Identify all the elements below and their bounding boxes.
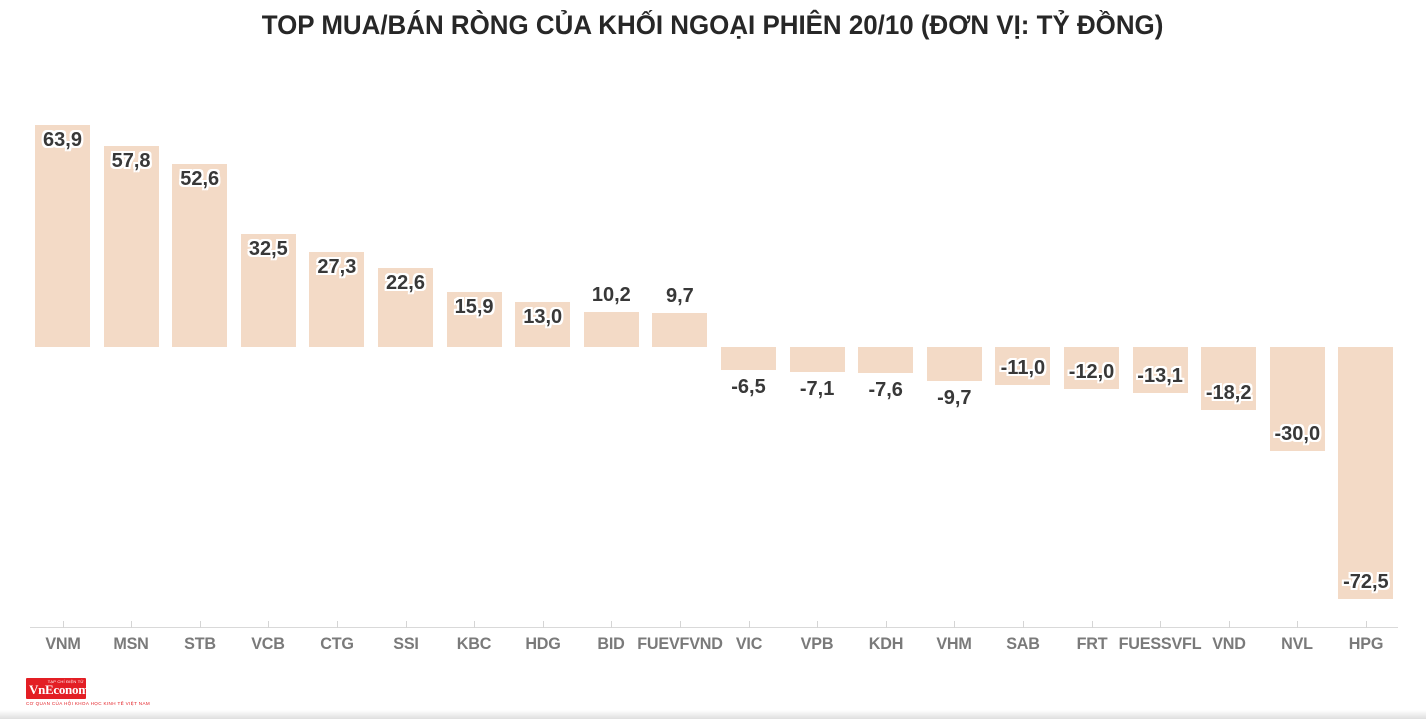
x-axis-tick bbox=[1297, 621, 1299, 628]
x-axis-label: KDH bbox=[868, 634, 903, 653]
bar-KBC bbox=[446, 291, 502, 347]
bar-STB bbox=[172, 163, 228, 347]
bar-NVL bbox=[1269, 347, 1325, 452]
x-axis-tick bbox=[1228, 621, 1230, 628]
bar-value-label: 27,3 bbox=[317, 255, 357, 278]
x-axis-label: NVL bbox=[1281, 634, 1314, 653]
x-axis-label: VCB bbox=[251, 634, 286, 653]
x-axis-label: VPB bbox=[800, 634, 834, 653]
x-axis-tick bbox=[611, 621, 613, 628]
bar-FUESSVFL bbox=[1132, 347, 1188, 393]
bar-value-label: 32,5 bbox=[248, 237, 288, 260]
bar-value-label: 63,9 bbox=[43, 128, 82, 151]
chart-title: TOP MUA/BÁN RÒNG CỦA KHỐI NGOẠI PHIÊN 20… bbox=[262, 10, 1164, 40]
x-axis-label: FRT bbox=[1076, 634, 1107, 653]
vneconomy-logo: TẠP CHÍ ĐIỆN TỬ VnEconomy CƠ QUAN CỦA HỘ… bbox=[26, 678, 150, 706]
bottom-shadow bbox=[0, 710, 1426, 719]
bar-value-label: -6,5 bbox=[731, 375, 766, 398]
x-axis-label: FUESSVFL bbox=[1118, 634, 1202, 653]
x-axis-label: VND bbox=[1211, 634, 1246, 653]
bar-value-label: 13,0 bbox=[523, 305, 563, 328]
logo-tagline: CƠ QUAN CỦA HỘI KHOA HỌC KINH TẾ VIỆT NA… bbox=[26, 701, 151, 706]
x-axis-label: BID bbox=[597, 634, 625, 653]
x-axis-tick bbox=[679, 621, 681, 628]
bar-FUEVFVND bbox=[652, 313, 708, 347]
x-axis-label: HDG bbox=[525, 634, 561, 653]
bar-value-label: -18,2 bbox=[1205, 382, 1252, 405]
bar-VNM bbox=[35, 124, 90, 347]
bar-HDG bbox=[515, 301, 571, 347]
x-axis-label: KBC bbox=[456, 634, 492, 653]
x-axis-tick bbox=[336, 621, 338, 628]
x-axis-line bbox=[30, 627, 1398, 628]
x-axis-tick bbox=[1091, 621, 1093, 628]
x-axis-tick bbox=[268, 621, 270, 628]
x-axis-label: SSI bbox=[392, 634, 419, 653]
chart-header: TOP MUA/BÁN RÒNG CỦA KHỐI NGOẠI PHIÊN 20… bbox=[0, 10, 1426, 41]
bar-value-label: -7,1 bbox=[799, 377, 835, 400]
bar-value-label: -11,0 bbox=[1000, 357, 1046, 380]
x-axis-tick bbox=[1022, 621, 1024, 628]
x-axis-label: HPG bbox=[1348, 634, 1384, 653]
bar-value-label: 22,6 bbox=[386, 272, 425, 295]
bar-value-label: -12,0 bbox=[1068, 360, 1115, 383]
x-axis-label: VIC bbox=[735, 634, 762, 653]
bar-VPB bbox=[789, 347, 845, 372]
x-axis-tick bbox=[405, 621, 407, 628]
vneconomy-logo-box: TẠP CHÍ ĐIỆN TỬ VnEconomy bbox=[26, 678, 95, 699]
bar-MSN bbox=[103, 145, 159, 347]
x-axis-tick bbox=[817, 621, 819, 628]
x-axis-tick bbox=[1160, 621, 1162, 628]
bar-HPG bbox=[1338, 347, 1394, 600]
bar-VIC bbox=[721, 347, 776, 370]
bar-VND bbox=[1201, 347, 1257, 411]
x-axis-label: VNM bbox=[44, 634, 81, 653]
x-axis-label: FUEVFVND bbox=[637, 634, 723, 653]
x-axis-tick bbox=[542, 621, 544, 628]
x-axis-tick bbox=[62, 621, 64, 628]
bar-CTG bbox=[309, 251, 365, 347]
x-axis-label: STB bbox=[183, 634, 216, 653]
bar-value-label: 9,7 bbox=[665, 285, 694, 308]
x-axis-tick bbox=[748, 621, 750, 628]
x-axis-label: CTG bbox=[320, 634, 354, 653]
bar-value-label: -72,5 bbox=[1343, 571, 1389, 594]
x-axis-label: MSN bbox=[113, 634, 149, 653]
bar-value-label: 52,6 bbox=[180, 167, 220, 190]
x-axis-tick bbox=[474, 621, 476, 628]
bar-value-label: -30,0 bbox=[1274, 423, 1321, 446]
x-axis-tick bbox=[885, 621, 887, 628]
bar-SAB bbox=[995, 347, 1051, 386]
bar-value-label: -9,7 bbox=[937, 386, 972, 409]
x-axis-tick bbox=[1365, 621, 1367, 628]
bar-SSI bbox=[378, 268, 433, 347]
bar-BID bbox=[583, 311, 639, 347]
bar-value-label: 10,2 bbox=[591, 283, 631, 306]
x-axis-tick bbox=[199, 621, 201, 628]
logo-wordmark: VnEconomy bbox=[29, 682, 95, 697]
x-axis-tick bbox=[954, 621, 956, 628]
bar-value-label: 15,9 bbox=[454, 295, 494, 318]
bar-value-label: -13,1 bbox=[1137, 364, 1183, 387]
bar-FRT bbox=[1064, 347, 1119, 389]
bar-value-label: -7,6 bbox=[868, 379, 903, 402]
x-axis-label: VHM bbox=[936, 634, 973, 653]
bar-value-label: 57,8 bbox=[111, 149, 151, 172]
x-axis-label: SAB bbox=[1006, 634, 1040, 653]
bar-VHM bbox=[926, 347, 982, 381]
x-axis-tick bbox=[131, 621, 133, 628]
bar-VCB bbox=[240, 233, 296, 347]
logo-top-text: TẠP CHÍ ĐIỆN TỬ bbox=[47, 679, 84, 684]
bar-KDH bbox=[858, 347, 914, 374]
